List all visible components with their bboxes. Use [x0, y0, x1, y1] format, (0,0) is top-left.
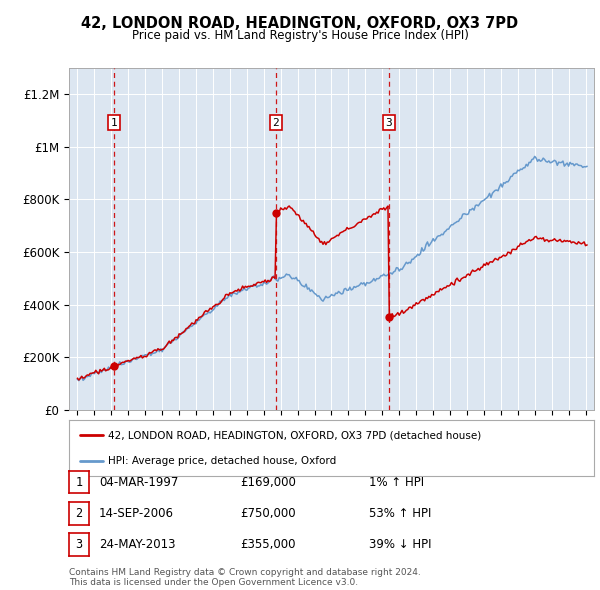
Text: 24-MAY-2013: 24-MAY-2013 [99, 538, 176, 551]
Text: 42, LONDON ROAD, HEADINGTON, OXFORD, OX3 7PD (detached house): 42, LONDON ROAD, HEADINGTON, OXFORD, OX3… [109, 430, 482, 440]
Text: 2: 2 [76, 507, 82, 520]
Text: £169,000: £169,000 [240, 476, 296, 489]
Text: 3: 3 [76, 538, 82, 551]
Text: £355,000: £355,000 [240, 538, 296, 551]
Text: 1: 1 [76, 476, 82, 489]
Text: 42, LONDON ROAD, HEADINGTON, OXFORD, OX3 7PD: 42, LONDON ROAD, HEADINGTON, OXFORD, OX3… [82, 16, 518, 31]
Text: Contains HM Land Registry data © Crown copyright and database right 2024.
This d: Contains HM Land Registry data © Crown c… [69, 568, 421, 587]
Text: 2: 2 [272, 117, 279, 127]
Text: £750,000: £750,000 [240, 507, 296, 520]
Text: 39% ↓ HPI: 39% ↓ HPI [369, 538, 431, 551]
Text: Price paid vs. HM Land Registry's House Price Index (HPI): Price paid vs. HM Land Registry's House … [131, 29, 469, 42]
Text: 3: 3 [386, 117, 392, 127]
Text: 14-SEP-2006: 14-SEP-2006 [99, 507, 174, 520]
Text: 53% ↑ HPI: 53% ↑ HPI [369, 507, 431, 520]
Text: 04-MAR-1997: 04-MAR-1997 [99, 476, 178, 489]
Text: 1% ↑ HPI: 1% ↑ HPI [369, 476, 424, 489]
Text: HPI: Average price, detached house, Oxford: HPI: Average price, detached house, Oxfo… [109, 456, 337, 466]
Text: 1: 1 [111, 117, 118, 127]
